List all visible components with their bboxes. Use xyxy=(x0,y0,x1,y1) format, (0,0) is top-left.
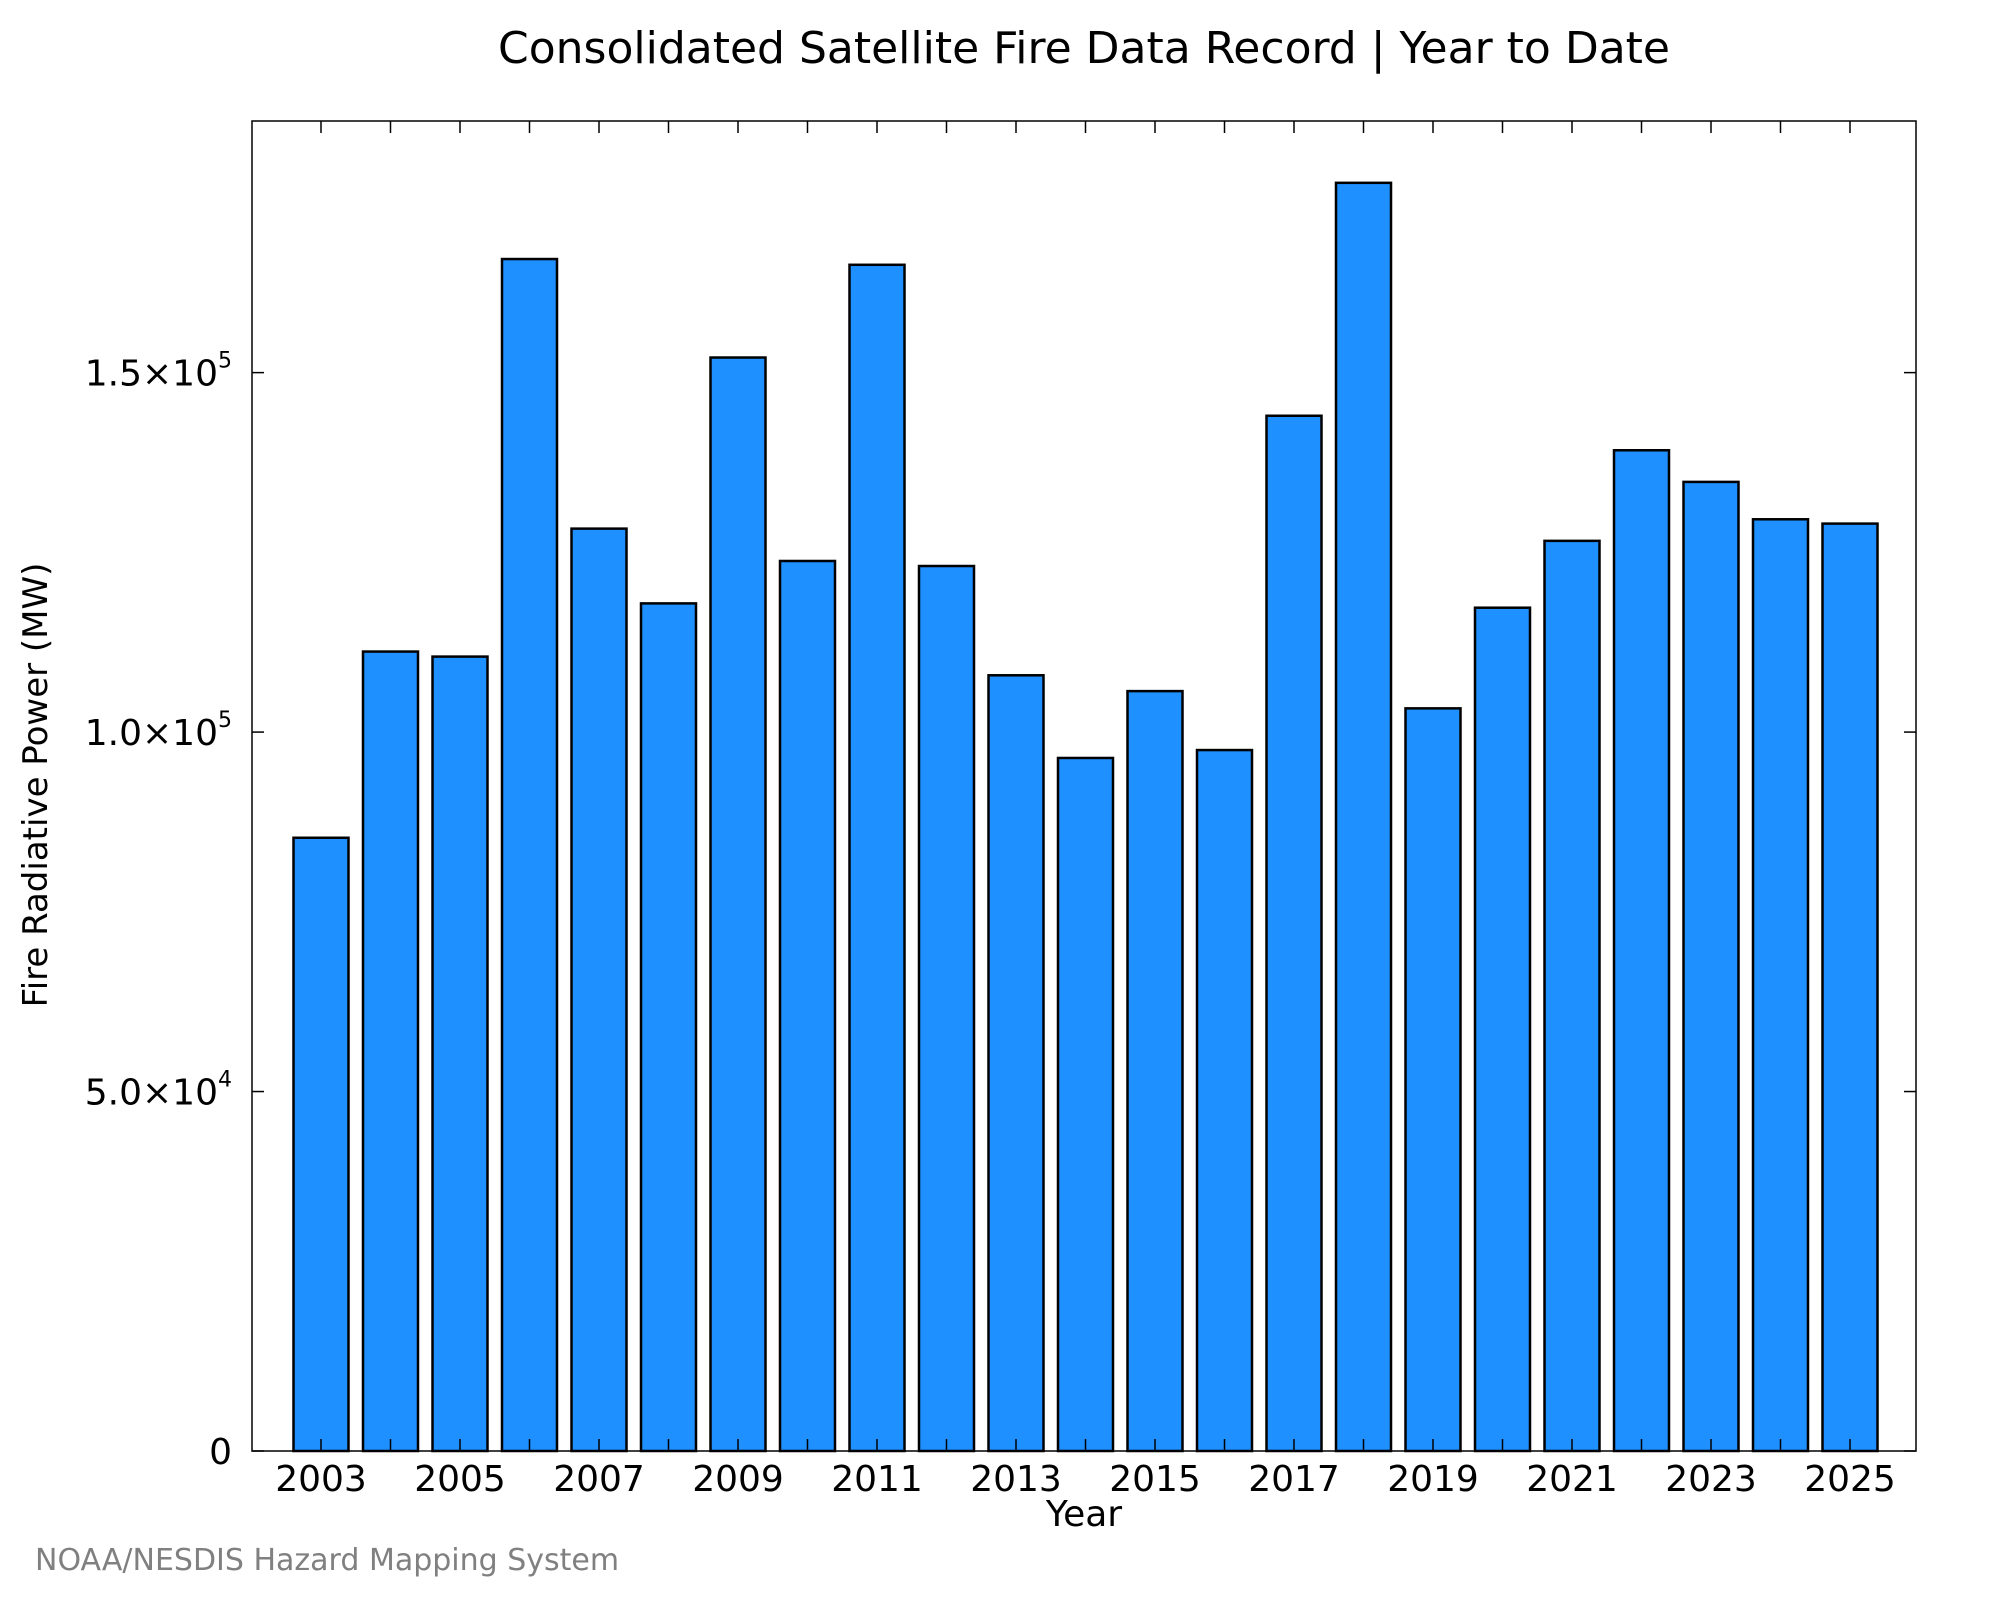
y-axis-label: Fire Radiative Power (MW) xyxy=(16,563,56,1008)
bar-2015 xyxy=(1126,689,1184,1453)
y-tick-label-0: 0 xyxy=(209,1432,232,1473)
x-tick-label-2013: 2013 xyxy=(970,1459,1062,1500)
bar-2007 xyxy=(570,527,628,1453)
bar-2016 xyxy=(1195,748,1254,1453)
x-tick-label-2009: 2009 xyxy=(692,1459,784,1500)
bar-2008 xyxy=(639,602,698,1453)
x-tick-label-2019: 2019 xyxy=(1387,1459,1479,1500)
x-tick-label-2017: 2017 xyxy=(1248,1459,1340,1500)
bar-2013 xyxy=(987,674,1045,1453)
y-tick-label-1: 5.0×104 xyxy=(85,1068,232,1114)
bar-2010 xyxy=(778,559,837,1453)
x-tick-label-2021: 2021 xyxy=(1526,1459,1618,1500)
bar-2003 xyxy=(292,836,350,1453)
bar-2009 xyxy=(709,356,767,1453)
x-tick-label-2003: 2003 xyxy=(275,1459,367,1500)
bar-2019 xyxy=(1404,707,1462,1453)
x-tick-label-2011: 2011 xyxy=(831,1459,923,1500)
plot-frame xyxy=(251,120,1917,1452)
bar-2023 xyxy=(1682,480,1740,1453)
bar-2011 xyxy=(848,263,906,1453)
ticks-group: 0 5.0×104 1.0×105 1.5×105 2003 2005 2007 2009 20… xyxy=(85,121,1916,1500)
bar-2014 xyxy=(1056,756,1115,1453)
bar-2012 xyxy=(917,564,976,1453)
bar-2022 xyxy=(1612,449,1671,1453)
bar-2004 xyxy=(361,650,420,1453)
credit-text: NOAA/NESDIS Hazard Mapping System xyxy=(35,1543,619,1578)
bars-group xyxy=(292,181,1879,1453)
bar-2006 xyxy=(500,257,559,1453)
bar-2017 xyxy=(1265,414,1323,1453)
bar-2005 xyxy=(431,655,489,1453)
x-tick-label-2007: 2007 xyxy=(553,1459,645,1500)
bar-2018 xyxy=(1334,181,1393,1453)
y-tick-label-2: 1.0×105 xyxy=(85,708,232,754)
bar-2024 xyxy=(1751,518,1810,1453)
bar-2021 xyxy=(1543,539,1601,1453)
y-tick-label-3: 1.5×105 xyxy=(85,349,232,395)
bar-2020 xyxy=(1473,606,1532,1453)
x-tick-label-2023: 2023 xyxy=(1665,1459,1757,1500)
x-tick-label-2005: 2005 xyxy=(414,1459,506,1500)
x-tick-label-2025: 2025 xyxy=(1804,1459,1896,1500)
bar-2025 xyxy=(1821,522,1879,1453)
chart-title: Consolidated Satellite Fire Data Record … xyxy=(498,23,1670,74)
x-axis-label: Year xyxy=(1045,1494,1122,1535)
x-tick-label-2015: 2015 xyxy=(1109,1459,1201,1500)
